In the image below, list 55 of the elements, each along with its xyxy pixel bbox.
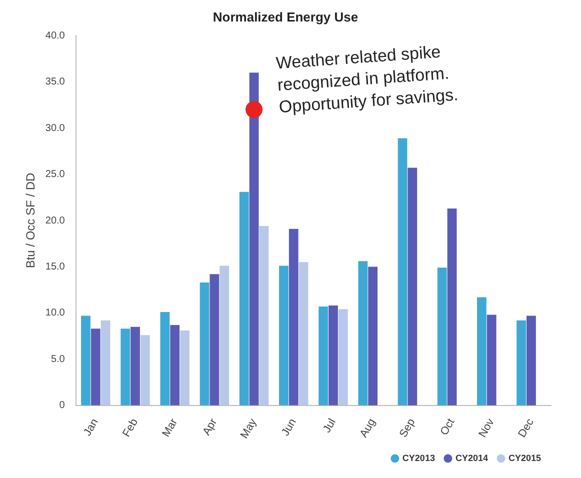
legend-label: CY2015 xyxy=(508,452,542,463)
bar xyxy=(160,312,170,406)
bar xyxy=(288,228,298,406)
bar xyxy=(239,192,249,406)
bar xyxy=(279,266,288,406)
y-tick-label: 10.0 xyxy=(45,308,66,319)
bar xyxy=(81,316,90,406)
y-tick-label: 20.0 xyxy=(45,215,66,226)
x-tick-label: Sep xyxy=(397,416,418,440)
chart-title: Normalized Energy Use xyxy=(212,9,358,24)
bar xyxy=(477,297,486,406)
bar xyxy=(130,326,140,406)
bar xyxy=(368,266,378,406)
y-tick-label: 25.0 xyxy=(45,169,66,180)
legend-label: CY2014 xyxy=(455,452,488,463)
bar xyxy=(526,316,536,406)
y-tick-label: 15.0 xyxy=(45,261,66,272)
bar xyxy=(328,306,338,406)
x-tick-label: Mar xyxy=(160,416,180,440)
x-tick-label: Jul xyxy=(321,416,338,435)
x-tick-label: Jun xyxy=(280,416,299,438)
legend-label: CY2013 xyxy=(402,452,435,463)
bar xyxy=(140,335,150,406)
y-tick-label: 0 xyxy=(59,400,66,412)
bar xyxy=(318,306,328,406)
bar xyxy=(408,168,418,406)
bar xyxy=(259,226,269,406)
x-tick-label: Apr xyxy=(200,416,220,438)
bar xyxy=(398,138,408,406)
bar xyxy=(90,328,100,406)
y-tick-label: 35.0 xyxy=(45,76,66,88)
bar xyxy=(120,328,130,406)
x-tick-label: Feb xyxy=(120,416,140,440)
y-tick-label: 40.0 xyxy=(45,30,66,42)
bar xyxy=(200,282,210,406)
bar xyxy=(170,324,180,406)
bar xyxy=(100,320,110,406)
x-tick-label: Oct xyxy=(438,416,458,438)
y-tick-label: 30.0 xyxy=(45,122,66,134)
bar xyxy=(437,268,447,406)
bar xyxy=(358,261,368,406)
bar xyxy=(486,314,496,406)
bar xyxy=(447,208,457,406)
bar xyxy=(298,262,308,406)
bar xyxy=(249,72,259,406)
bar xyxy=(210,274,220,406)
bar xyxy=(516,320,526,406)
y-axis-title: Btu / Occ SF / DD xyxy=(24,172,38,268)
bar xyxy=(338,309,348,406)
y-tick-label: 5.0 xyxy=(50,354,66,365)
annotation: Weather related spike recognized in platform. Opportunity for savings. xyxy=(275,42,459,117)
x-tick-label: Jan xyxy=(82,416,101,438)
bar xyxy=(180,330,190,406)
bar xyxy=(220,266,230,406)
x-tick-label: Dec xyxy=(516,416,537,440)
